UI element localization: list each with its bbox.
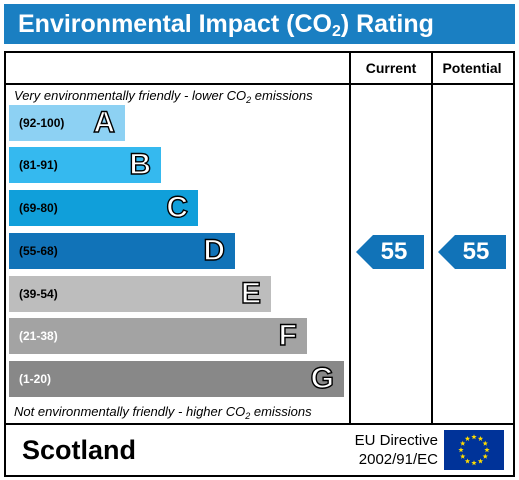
band-letter: C bbox=[166, 190, 189, 224]
band-range: (55-68) bbox=[19, 244, 58, 258]
eu-flag-icon bbox=[444, 430, 504, 470]
eu-star bbox=[477, 458, 484, 464]
band-letter: E bbox=[240, 276, 261, 310]
eu-star bbox=[464, 458, 471, 464]
current-rating-arrow: 55 bbox=[356, 235, 424, 269]
band-range: (1-20) bbox=[19, 372, 52, 386]
country-name: Scotland bbox=[22, 435, 137, 465]
band-g: (1-20) G bbox=[9, 361, 344, 397]
band-letter: B bbox=[129, 147, 152, 181]
eu-star bbox=[460, 440, 466, 446]
potential-rating-arrow: 55 bbox=[438, 235, 506, 269]
band-range: (92-100) bbox=[19, 116, 65, 130]
band-a: (92-100) A bbox=[9, 105, 125, 141]
band-range: (81-91) bbox=[19, 158, 58, 172]
eu-star bbox=[460, 453, 466, 459]
band-c: (69-80) C bbox=[9, 190, 198, 226]
eu-star bbox=[477, 435, 484, 442]
title-bar: Environmental Impact (CO2) Rating bbox=[4, 4, 515, 44]
note-bottom: Not environmentally friendly - higher CO… bbox=[14, 404, 312, 421]
band-letter: D bbox=[203, 233, 226, 267]
band-f: (21-38) F bbox=[9, 318, 307, 354]
page-title: Environmental Impact (CO2) Rating bbox=[18, 10, 434, 40]
eu-directive-line1: EU Directive bbox=[354, 432, 438, 449]
band-range: (69-80) bbox=[19, 201, 58, 215]
column-current: Current bbox=[365, 60, 417, 76]
footer-divider bbox=[4, 423, 515, 425]
band-b: (81-91) B bbox=[9, 147, 161, 183]
band-d: (55-68) D bbox=[9, 233, 235, 269]
column-potential: Potential bbox=[442, 60, 502, 76]
band-letter: F bbox=[278, 318, 298, 352]
band-range: (21-38) bbox=[19, 329, 58, 343]
eu-star bbox=[471, 434, 477, 440]
band-range: (39-54) bbox=[19, 287, 58, 301]
rating-frame bbox=[4, 51, 515, 477]
arrow-shape-icon bbox=[356, 235, 424, 269]
potential-rating-value: 55 bbox=[462, 238, 490, 265]
eu-star bbox=[484, 447, 490, 453]
band-letter: A bbox=[93, 105, 116, 139]
eu-star bbox=[458, 447, 464, 453]
note-top: Very environmentally friendly - lower CO… bbox=[14, 88, 313, 105]
eu-stars-icon bbox=[458, 434, 490, 466]
current-rating-value: 55 bbox=[380, 238, 408, 265]
eu-star bbox=[482, 440, 488, 446]
eu-star bbox=[471, 460, 477, 466]
eu-star bbox=[482, 453, 488, 459]
band-letter: G bbox=[310, 361, 335, 395]
header-divider bbox=[4, 83, 515, 85]
eu-star bbox=[464, 435, 471, 442]
divider-current bbox=[349, 51, 351, 425]
divider-potential bbox=[431, 51, 433, 425]
band-e: (39-54) E bbox=[9, 276, 271, 312]
eu-directive-line2: 2002/91/EC bbox=[358, 451, 438, 468]
arrow-shape-icon bbox=[438, 235, 506, 269]
